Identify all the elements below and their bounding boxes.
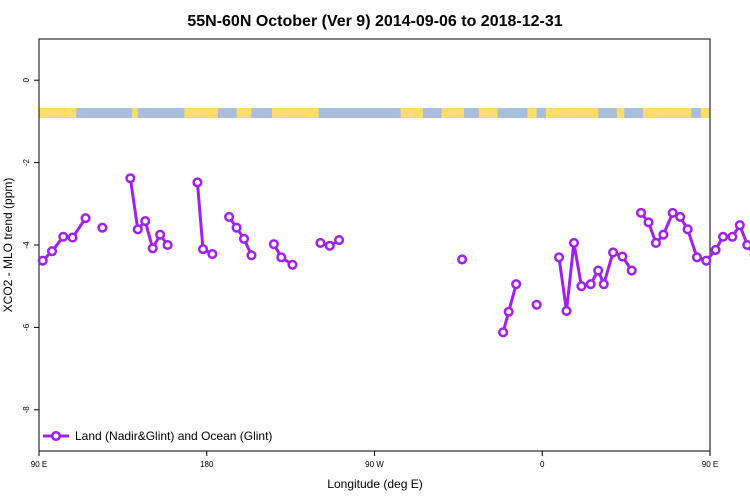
data-point — [561, 305, 572, 316]
band-ocean — [422, 108, 442, 118]
band-ocean — [463, 108, 479, 118]
x-tick-label: 0 — [540, 460, 545, 469]
data-point — [315, 237, 326, 248]
data-point — [231, 222, 242, 233]
data-point — [658, 229, 669, 240]
x-tick-label: 180 — [200, 460, 214, 469]
series-line-segment — [195, 182, 214, 256]
data-point — [585, 279, 596, 290]
data-point — [162, 239, 173, 251]
data-point — [46, 246, 58, 257]
data-point — [147, 243, 158, 254]
data-point — [334, 235, 345, 246]
band-ocean — [624, 108, 643, 118]
plot-frame — [38, 38, 711, 452]
chart-title: 55N-60N October (Ver 9) 2014-09-06 to 20… — [187, 13, 562, 30]
data-point — [593, 265, 604, 276]
data-point — [675, 211, 686, 223]
y-tick-label: 0 — [22, 77, 31, 82]
series-lines — [41, 178, 750, 333]
data-point — [207, 249, 218, 260]
data-point — [531, 299, 542, 310]
y-tick-label: -6 — [22, 323, 31, 331]
data-point — [97, 222, 108, 233]
data-point — [287, 259, 298, 270]
band-ocean — [497, 108, 528, 118]
band-ocean — [691, 108, 701, 118]
data-point — [717, 231, 729, 242]
series-line-segment — [227, 216, 253, 256]
data-point — [667, 207, 678, 218]
data-point — [155, 229, 166, 240]
data-point — [498, 327, 509, 338]
data-point — [37, 255, 48, 266]
y-tick-label: -2 — [22, 158, 31, 166]
data-point — [511, 279, 522, 290]
x-tick-label: 90 E — [31, 460, 47, 469]
data-point — [140, 216, 151, 227]
data-point — [58, 231, 69, 242]
data-point — [742, 239, 750, 251]
data-point — [635, 207, 647, 218]
data-point — [598, 279, 609, 290]
data-point — [568, 237, 579, 248]
data-point — [608, 247, 619, 258]
data-point — [617, 251, 628, 262]
data-point — [710, 244, 721, 255]
data-point — [268, 239, 279, 250]
data-point — [626, 265, 637, 276]
band-ocean — [251, 108, 272, 118]
band-ocean — [536, 108, 546, 118]
data-point — [276, 252, 287, 263]
land-ocean-band — [39, 108, 710, 118]
x-axis-ticks: 90 E 180 90 W 0 90 E — [31, 451, 718, 469]
y-axis-label: XCO2 - MLO trend (ppm) — [1, 178, 15, 313]
data-point — [682, 224, 693, 235]
data-point — [197, 244, 209, 255]
series-line-segment — [557, 241, 633, 313]
band-ocean — [137, 108, 185, 118]
band-ocean — [598, 108, 617, 118]
x-axis-label: Longitude (deg E) — [327, 477, 422, 491]
data-point — [192, 177, 203, 188]
y-tick-label: -8 — [22, 406, 31, 414]
y-tick-label: -4 — [22, 241, 31, 249]
band-ocean — [217, 108, 237, 118]
legend-point-marker — [50, 430, 62, 442]
data-point — [576, 281, 587, 292]
data-point — [503, 306, 514, 317]
data-point — [650, 237, 661, 248]
legend-entry-label: Land (Nadir&Glint) and Ocean (Glint) — [75, 429, 272, 443]
legend: Land (Nadir&Glint) and Ocean (Glint) — [43, 429, 272, 443]
data-point — [324, 240, 335, 251]
band-ocean — [318, 108, 401, 118]
y-axis-ticks: 0 -2 -4 -6 -8 — [22, 77, 39, 413]
band-ocean — [76, 108, 133, 118]
data-point — [224, 211, 235, 223]
data-point — [734, 220, 745, 231]
x-tick-label: 90 W — [365, 460, 384, 469]
x-tick-label: 90 E — [702, 460, 718, 469]
data-point — [246, 250, 257, 261]
series-points — [37, 173, 750, 338]
data-point — [553, 252, 565, 263]
data-point — [691, 252, 703, 263]
data-point — [132, 224, 143, 235]
data-point — [643, 217, 654, 228]
data-point — [727, 231, 738, 242]
data-point — [80, 213, 91, 224]
data-point — [238, 233, 250, 244]
data-point — [701, 255, 712, 266]
data-point — [67, 232, 78, 243]
data-point — [457, 254, 468, 265]
data-point — [125, 173, 136, 184]
